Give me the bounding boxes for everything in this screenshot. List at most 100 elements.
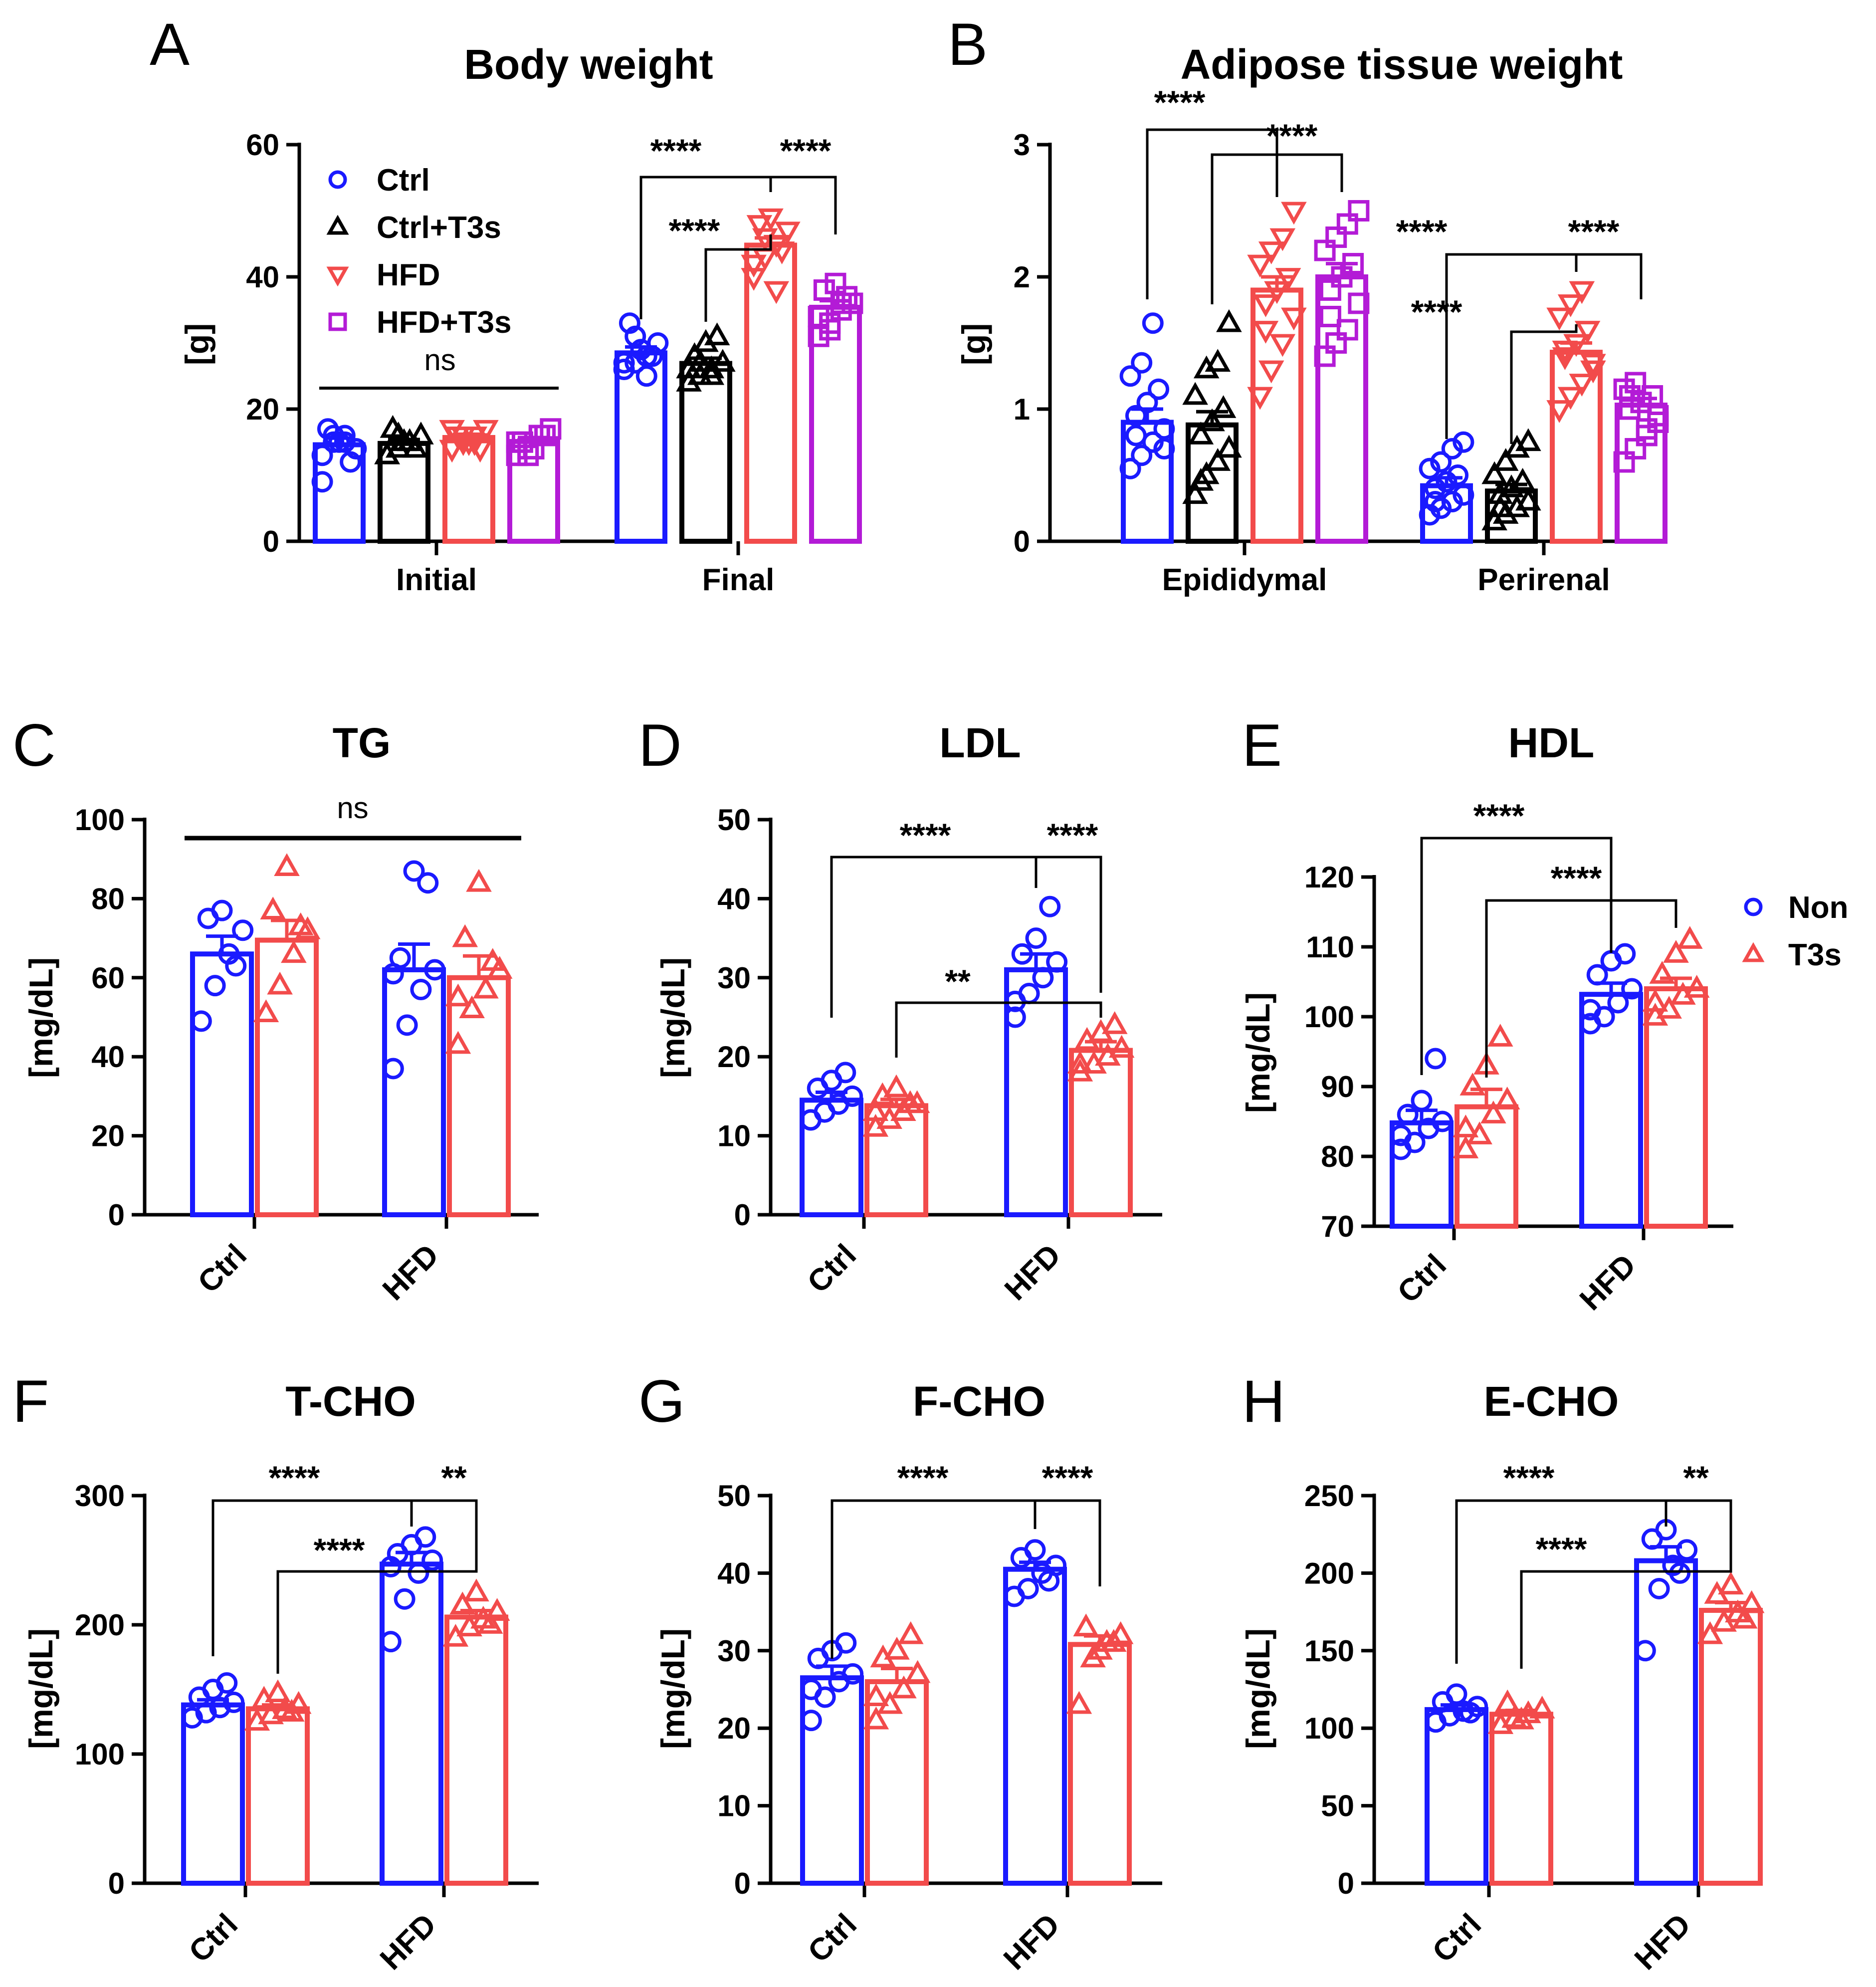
data-point xyxy=(1281,202,1307,225)
data-point xyxy=(1453,1114,1479,1137)
x-category-label: Ctrl xyxy=(802,1907,863,1969)
significance-label: **** xyxy=(897,1459,949,1496)
data-point xyxy=(1136,392,1158,414)
data-point xyxy=(1552,340,1578,364)
data-point xyxy=(841,292,863,314)
bar-non xyxy=(181,1702,245,1886)
data-point xyxy=(1487,481,1513,504)
legend-label: HFD xyxy=(377,258,440,292)
data-point xyxy=(274,853,300,876)
data-point xyxy=(676,355,702,379)
y-tick-label: 0 xyxy=(734,1867,751,1900)
data-point xyxy=(1574,321,1601,344)
data-point xyxy=(1557,294,1584,317)
y-tick-label: 150 xyxy=(1304,1634,1354,1668)
data-point xyxy=(613,359,635,380)
data-point xyxy=(800,1679,822,1700)
data-point xyxy=(459,995,485,1019)
y-tick-label: 110 xyxy=(1306,930,1354,964)
significance-bracket xyxy=(1520,1554,1732,1669)
significance-label: **** xyxy=(1503,1459,1555,1496)
data-point xyxy=(1038,1570,1060,1592)
data-point xyxy=(841,1085,863,1107)
data-point xyxy=(884,1636,910,1660)
data-point xyxy=(445,1031,471,1054)
data-point xyxy=(830,292,852,314)
data-point xyxy=(473,975,499,999)
bar-t3s xyxy=(444,1614,508,1886)
panel-letter: D xyxy=(638,712,682,779)
y-axis-label: [g] xyxy=(955,323,992,365)
legend-label: Non xyxy=(1788,890,1849,925)
data-point xyxy=(1390,1124,1412,1146)
significance-label: **** xyxy=(1473,797,1525,834)
data-point xyxy=(1025,927,1047,949)
data-point xyxy=(1487,1024,1513,1047)
data-point xyxy=(1619,385,1641,407)
legend: Non T3s xyxy=(1742,890,1849,972)
significance-bracket xyxy=(1575,253,1643,299)
data-point xyxy=(641,345,663,367)
significance-label: **** xyxy=(1266,117,1318,154)
data-point xyxy=(1119,365,1141,387)
x-category-label: Ctrl xyxy=(1426,1907,1488,1969)
data-point xyxy=(1325,332,1347,354)
y-tick-label: 80 xyxy=(91,882,125,915)
y-tick-label: 0 xyxy=(108,1198,125,1232)
data-point xyxy=(477,1611,503,1634)
data-point xyxy=(1119,457,1141,479)
data-point xyxy=(613,352,635,374)
bar-t3s xyxy=(1489,1712,1553,1886)
data-point xyxy=(1494,1689,1521,1713)
data-point xyxy=(1032,967,1054,989)
x-category-label: HFD xyxy=(1628,1907,1697,1977)
data-point xyxy=(1125,425,1147,446)
x-category-label: HFD xyxy=(998,1238,1067,1307)
data-point xyxy=(1348,292,1370,314)
y-axis-label: [mg/dL] xyxy=(654,1628,691,1749)
data-point xyxy=(1459,1073,1486,1096)
data-point xyxy=(891,1675,917,1699)
y-tick-label: 20 xyxy=(717,1712,751,1745)
data-point xyxy=(741,268,767,291)
panel-letter: A xyxy=(150,11,190,78)
data-point xyxy=(253,999,279,1022)
significance-label: **** xyxy=(650,132,702,169)
significance-bracket xyxy=(1485,899,1677,1078)
y-tick-label: 50 xyxy=(1321,1789,1354,1823)
data-point xyxy=(1481,461,1507,484)
data-point xyxy=(1580,354,1606,377)
data-point xyxy=(1432,1110,1454,1132)
data-point xyxy=(883,1074,909,1098)
data-point xyxy=(1017,1577,1039,1599)
significance-bracket xyxy=(895,1001,1102,1058)
y-tick-label: 50 xyxy=(717,1479,751,1513)
bar-t3s xyxy=(1068,1642,1132,1886)
data-point xyxy=(835,1632,857,1654)
y-tick-label: 20 xyxy=(91,1119,125,1153)
data-point xyxy=(540,418,562,440)
data-point xyxy=(1397,1104,1419,1125)
data-point xyxy=(1648,1577,1670,1599)
significance-bracket xyxy=(1146,128,1278,299)
data-point xyxy=(1205,448,1231,471)
y-tick-label: 0 xyxy=(108,1867,125,1900)
data-point xyxy=(1504,435,1530,458)
data-point xyxy=(1424,477,1446,499)
data-point xyxy=(1182,481,1208,504)
y-tick-label: 120 xyxy=(1304,861,1354,894)
data-point xyxy=(449,1591,476,1615)
y-tick-label: 50 xyxy=(717,803,751,837)
data-point xyxy=(1252,321,1279,344)
data-point xyxy=(1563,334,1589,357)
data-point xyxy=(635,365,657,387)
data-point xyxy=(1676,926,1703,949)
data-point xyxy=(1319,306,1341,327)
data-point xyxy=(1546,400,1572,423)
data-point xyxy=(1731,1605,1758,1629)
legend-marker xyxy=(328,170,347,189)
bar-non xyxy=(800,1675,864,1886)
y-tick-label: 0 xyxy=(734,1198,751,1232)
data-point xyxy=(323,425,345,446)
data-point xyxy=(1348,200,1370,221)
